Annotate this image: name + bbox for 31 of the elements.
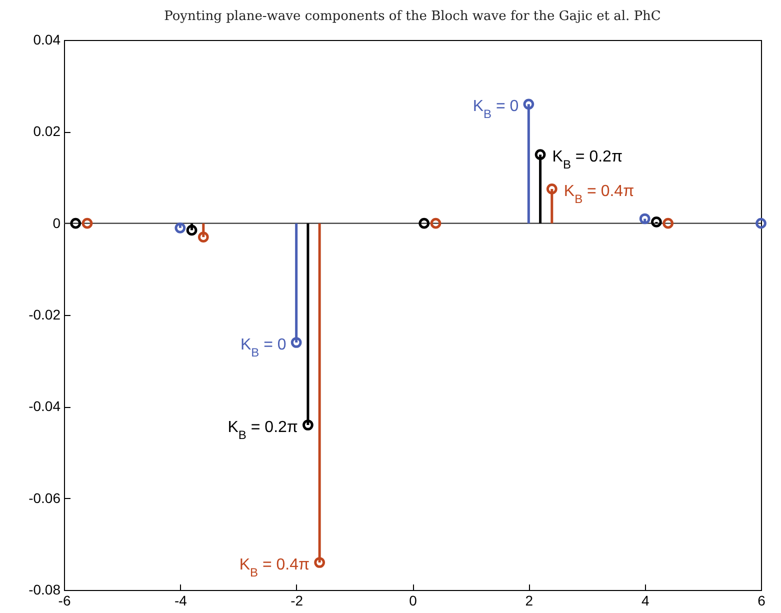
y-tick-label: -0.06 <box>28 490 61 506</box>
annotation: K$_{B}$ = 0.4π <box>239 556 310 580</box>
point <box>756 218 766 229</box>
annotation: K$_{B}$ = 0 <box>472 98 519 122</box>
annotation: K$_{B}$ = 0 <box>240 336 286 360</box>
point <box>430 218 442 229</box>
y-tick-label: 0.02 <box>33 123 61 140</box>
point <box>82 218 93 229</box>
point <box>70 218 82 229</box>
y-tick-label: 0 <box>52 214 61 231</box>
y-tick-label: -0.08 <box>28 582 61 598</box>
point <box>651 216 662 228</box>
x-tick-label: -6 <box>58 592 71 608</box>
y-tick-label: 0.04 <box>33 32 61 48</box>
x-tick-label: 2 <box>525 592 534 608</box>
annotation: K$_{B}$ = 0.2π <box>552 148 622 172</box>
annotation: K$_{B}$ = 0.4π <box>564 182 634 206</box>
chart-title: Poynting plane-wave components of the Bloch wave for the Gajic et al. PhC <box>164 9 661 24</box>
x-tick-label: -4 <box>174 592 188 608</box>
x-tick-label: -2 <box>290 592 304 608</box>
y-tick-label: -0.02 <box>28 306 61 322</box>
x-tick-label: 6 <box>758 592 766 608</box>
annotation: K$_{B}$ = 0.2π <box>228 419 298 442</box>
point <box>662 218 674 229</box>
point <box>186 224 198 236</box>
x-tick-label: 4 <box>641 592 650 608</box>
point <box>418 218 430 229</box>
y-tick-label: -0.04 <box>28 398 61 414</box>
x-tick-label: 0 <box>409 592 418 608</box>
point <box>174 222 186 234</box>
point <box>639 213 650 224</box>
